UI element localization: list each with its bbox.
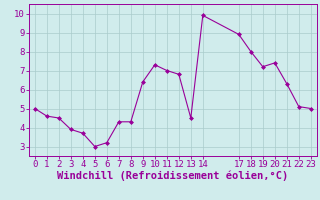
X-axis label: Windchill (Refroidissement éolien,°C): Windchill (Refroidissement éolien,°C) — [57, 171, 288, 181]
